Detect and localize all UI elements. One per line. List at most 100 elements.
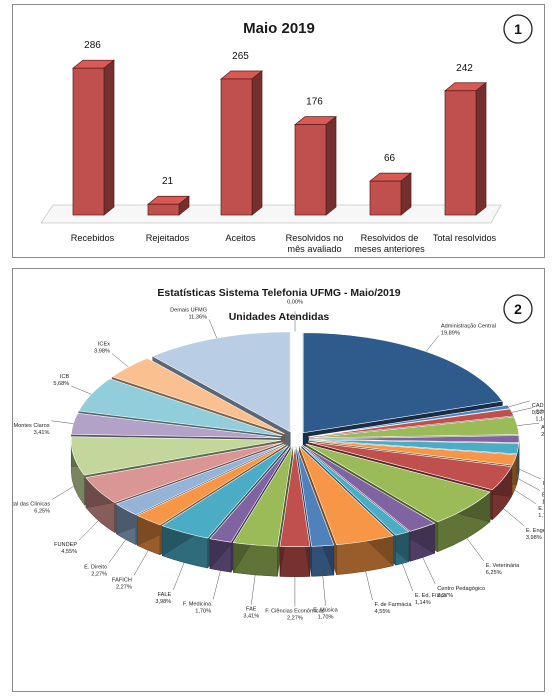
pie-leader-line	[365, 571, 373, 601]
category-label: Rejeitados	[146, 233, 190, 243]
category-label: Aceitos	[225, 233, 256, 243]
pie-leader-line	[508, 400, 530, 408]
pie-slice-label: E. Belas Artes1,70%	[538, 506, 544, 519]
pie-slice-label: CADs0,57%	[532, 403, 544, 416]
pie-slice-label: F. Medicina 1,70%	[183, 601, 212, 614]
pie-slice	[308, 404, 511, 437]
pie-slice-label: E. Direito 2,27%	[84, 565, 107, 578]
pie-leader-line	[111, 353, 129, 368]
pie-leader-line	[425, 335, 440, 352]
pie-leader-line	[514, 489, 537, 505]
bar	[72, 67, 105, 216]
pie-leader-line	[503, 508, 525, 526]
badge-number-2: 2	[514, 301, 522, 317]
pie-slice	[302, 445, 436, 532]
pie-slice-label: ECI1,70%	[542, 492, 544, 505]
badge-circle-1	[503, 14, 533, 44]
pie-slice	[209, 446, 291, 543]
pie-slice-label: Centro Pedagógico 2,27%	[437, 586, 485, 599]
pie-slice-label: ICEx 3,98%	[94, 342, 110, 355]
pie-leader-line	[52, 486, 75, 500]
category-label: Total resolvidos	[433, 233, 497, 243]
pie-chart-title: Estatísticas Sistema Telefonia UFMG - Ma…	[157, 287, 400, 299]
pie-slice	[70, 412, 282, 439]
pie-slice-label: E. Engenharia3,98%	[526, 528, 544, 541]
pie-leader-line	[212, 570, 221, 600]
bar-side	[103, 59, 115, 216]
bar	[147, 203, 180, 216]
pie-slice	[308, 439, 520, 455]
bar-value-label: 66	[384, 153, 396, 164]
pie-leader-line	[518, 468, 542, 480]
pie-slice	[161, 445, 289, 539]
pie-slice-label: ICB 5,68%	[53, 374, 69, 387]
pie-leader-line	[51, 420, 74, 424]
pie-leader-line	[402, 563, 414, 592]
pie-slice-label: FUNDEP 4,55%	[54, 542, 77, 555]
pie-chart-subtitle: Unidades Atendidas	[229, 311, 330, 323]
pie-slice	[305, 443, 491, 523]
pie-slice-label: Demais UFMG 11,36%	[170, 307, 207, 320]
bar-side	[251, 70, 263, 216]
pie-slice-label: E. Ed. Física 1,14%	[415, 593, 448, 606]
bar-side	[325, 115, 337, 216]
badge-number-1: 1	[514, 21, 522, 37]
bar	[294, 124, 327, 216]
pie-leader-line	[512, 407, 534, 413]
pie-leader-line	[517, 478, 541, 491]
pie-slice	[296, 446, 335, 547]
pie-leader-line	[108, 539, 126, 563]
pie-slice	[308, 435, 520, 443]
bar-value-label: 286	[84, 40, 101, 51]
pie-leader-line	[133, 550, 149, 576]
pie-slice	[85, 442, 283, 503]
pie-leader-line	[173, 562, 185, 591]
pie-slice-label: COLTEC1,14%	[535, 409, 544, 422]
pie-slice	[308, 440, 517, 466]
pie-slice-label: IGC1,14%	[543, 481, 544, 494]
pie-leader-line	[422, 557, 436, 585]
bar-value-label: 265	[232, 51, 249, 62]
category-label: Resolvidos de meses anteriores	[354, 233, 425, 254]
pie-slice	[301, 445, 410, 536]
pie-slice-label: F. Ciências Econômicas 2,27%	[265, 609, 325, 622]
pie-leader-line	[78, 520, 99, 541]
bar	[444, 90, 477, 216]
badge-circle-2	[503, 294, 533, 324]
pie-slice-label: F. de Farmácia 4,55%	[375, 602, 413, 615]
pie-leader-line	[517, 422, 540, 426]
pie-slice-label: FAFICH 2,27%	[112, 578, 132, 591]
chart-panel-2: Estatísticas Sistema Telefonia UFMG - Ma…	[12, 268, 545, 692]
pie-slice-label: Administração Central 19,89%	[441, 323, 496, 336]
bar-side	[475, 82, 487, 216]
pie-slice	[151, 331, 291, 433]
pie-leader-line	[71, 385, 92, 395]
pie-slice-side	[279, 546, 311, 577]
pie-leader-line	[466, 537, 484, 562]
bar	[369, 180, 402, 216]
pie-chart: Estatísticas Sistema Telefonia UFMG - Ma…	[13, 287, 544, 622]
pie-slice-label: Arquitetura2,84%	[541, 425, 544, 438]
bar	[220, 78, 253, 216]
pie-slice	[279, 446, 311, 548]
pie-slice	[70, 436, 282, 476]
category-label: Resolvidos no mês avaliado	[286, 233, 344, 254]
pie-slice	[111, 357, 285, 435]
pie-slice-label: E. Música 1,70%	[313, 608, 338, 621]
pie-leader-line	[208, 319, 217, 339]
bar-value-label: 21	[162, 176, 174, 187]
pie-leader-line	[322, 575, 326, 606]
pie-leader-line	[251, 574, 256, 605]
bar-value-label: 242	[456, 63, 473, 74]
category-label: Recebidos	[71, 233, 115, 243]
pie-slice	[307, 441, 512, 491]
pie-slice	[115, 443, 285, 516]
bar-value-label: 176	[306, 97, 323, 108]
pie-slice	[78, 378, 283, 437]
bar-chart-title: Maio 2019	[243, 20, 315, 37]
pie-slice	[302, 332, 503, 434]
bar-chart: Maio 2019 1 286 Recebidos 21 Rejeitados 265 A…	[40, 14, 533, 254]
chart-panel-1: Maio 2019 1 286 Recebidos 21 Rejeitados 265 A…	[12, 4, 545, 258]
